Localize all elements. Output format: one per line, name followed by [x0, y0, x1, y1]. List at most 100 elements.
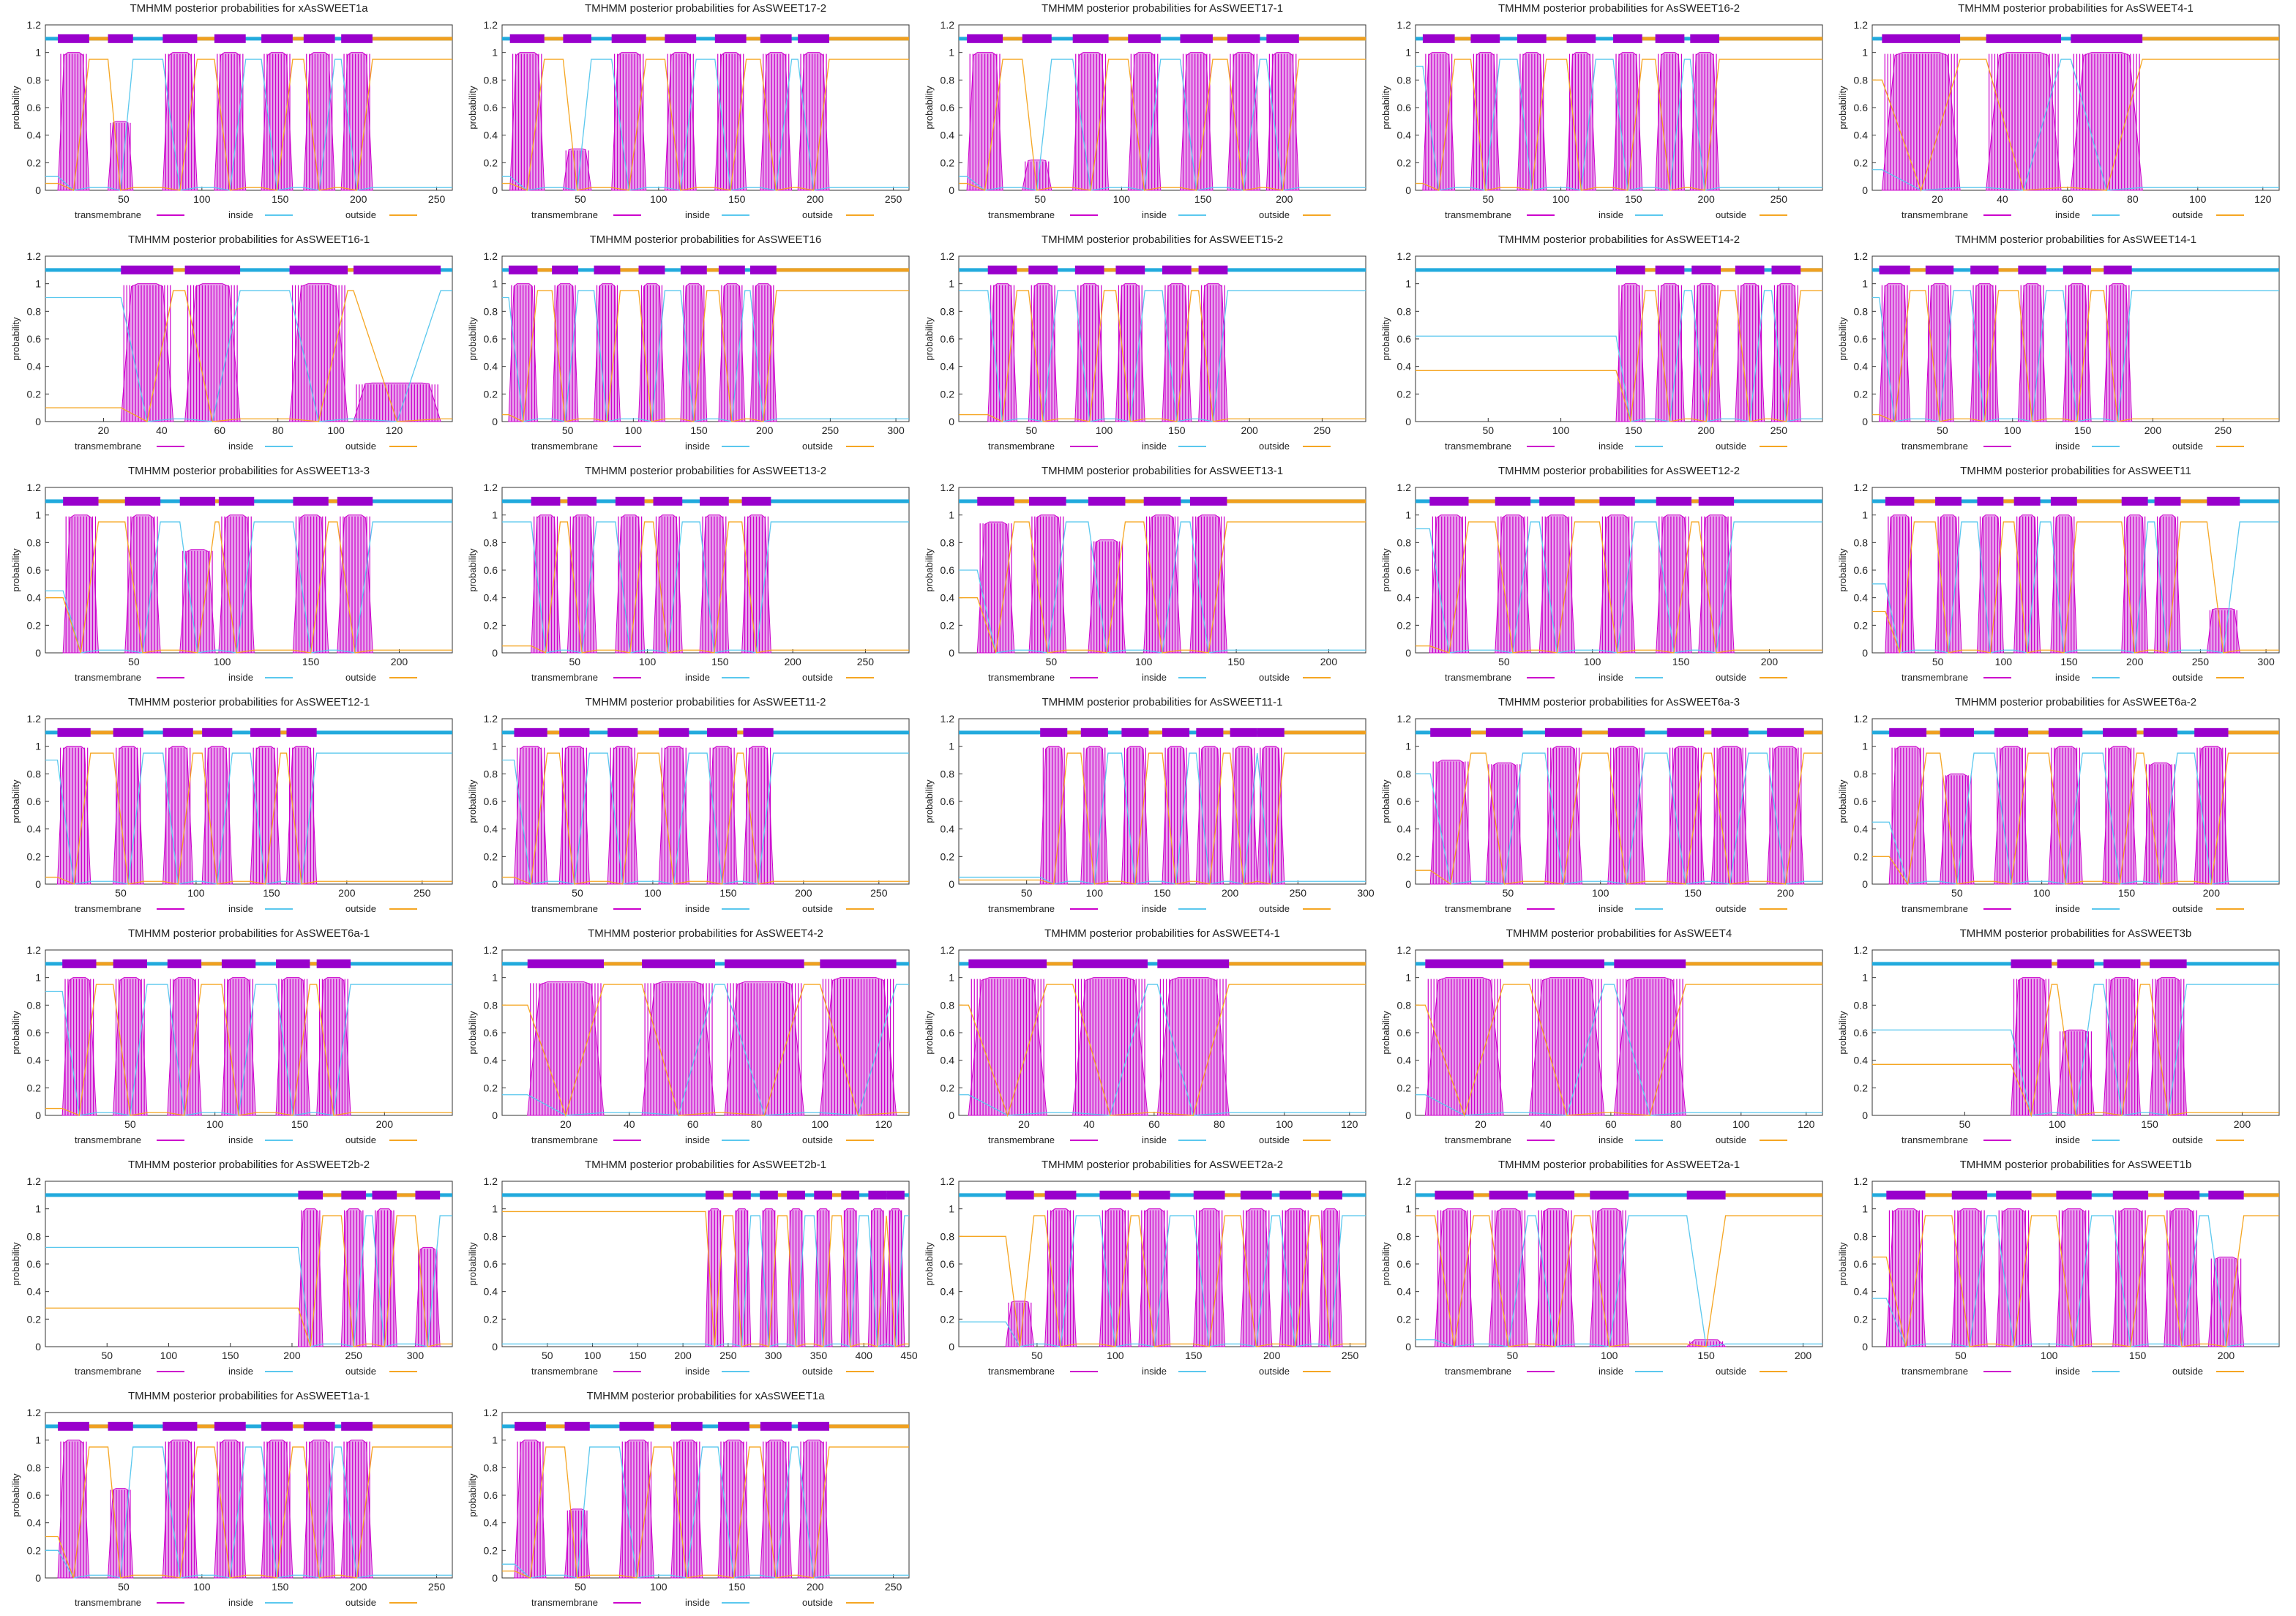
x-tick-label: 250: [1290, 887, 1307, 899]
legend-label-inside: inside: [685, 672, 710, 683]
transmembrane-segment: [340, 52, 373, 191]
tmhmm-panel: TMHMM posterior probabilities for AsSWEE…: [921, 463, 1375, 691]
x-tick-label: 100: [193, 1581, 211, 1593]
topology-tm-block: [1088, 496, 1126, 506]
y-tick-label: 0: [1862, 647, 1868, 659]
y-tick-label: 0.4: [941, 823, 955, 835]
legend-label-inside: inside: [2055, 209, 2080, 220]
y-tick-label: 0.8: [1397, 768, 1412, 779]
transmembrane-segment: [57, 52, 90, 191]
x-tick-label: 100: [1552, 193, 1570, 205]
x-tick-label: 400: [856, 1350, 873, 1361]
topology-tm-block: [2011, 959, 2052, 968]
transmembrane-segment: [1080, 746, 1109, 885]
topology-tm-block: [286, 727, 317, 737]
y-tick-label: 1.2: [484, 482, 498, 493]
y-axis-label: probability: [467, 317, 478, 361]
legend-label-outside: outside: [345, 672, 376, 683]
x-tick-label: 200: [338, 887, 356, 899]
y-tick-label: 1: [1862, 741, 1868, 752]
x-tick-label: 50: [1025, 424, 1037, 436]
legend-label-transmembrane: transmembrane: [1902, 903, 1968, 914]
tmhmm-panel: TMHMM posterior probabilities for AsSWEE…: [921, 925, 1375, 1153]
y-tick-label: 1: [949, 1203, 954, 1215]
tmhmm-plot: TMHMM posterior probabilities for AsSWEE…: [1837, 465, 2280, 683]
y-tick-label: 0.8: [1854, 1230, 1869, 1242]
topology-tm-block: [113, 959, 147, 968]
plot-title: TMHMM posterior probabilities for AsSWEE…: [128, 696, 370, 708]
legend-label-inside: inside: [2055, 441, 2080, 452]
topology-tm-block: [202, 727, 233, 737]
transmembrane-segment: [968, 977, 1047, 1116]
legend-label-inside: inside: [1142, 441, 1167, 452]
y-tick-label: 1.2: [1397, 19, 1412, 31]
tmhmm-panel: TMHMM posterior probabilities for AsSWEE…: [7, 925, 461, 1153]
y-tick-label: 1.2: [1854, 250, 1869, 262]
topology-tm-block: [1162, 265, 1192, 274]
topology-tm-block: [1072, 34, 1109, 43]
outside-curve: [1872, 984, 2279, 1118]
x-tick-label: 80: [272, 424, 284, 436]
legend-label-outside: outside: [1716, 1134, 1746, 1145]
legend-label-outside: outside: [1259, 1134, 1290, 1145]
outside-curve: [1872, 1215, 2279, 1347]
topology-tm-block: [1940, 727, 1974, 737]
y-tick-label: 1.2: [1854, 944, 1869, 956]
outside-curve: [502, 752, 909, 885]
y-tick-label: 0: [949, 1110, 954, 1121]
topology-tm-block: [1489, 1190, 1528, 1200]
transmembrane-segment: [1193, 1208, 1226, 1347]
x-tick-label: 50: [562, 424, 574, 436]
tmhmm-plot: TMHMM posterior probabilities for AsSWEE…: [467, 696, 910, 914]
transmembrane-segment: [1044, 1208, 1077, 1347]
topology-tm-block: [1544, 727, 1582, 737]
x-tick-label: 200: [807, 193, 824, 205]
legend-label-transmembrane: transmembrane: [1445, 903, 1511, 914]
x-tick-label: 50: [118, 193, 130, 205]
legend-label-outside: outside: [2172, 441, 2203, 452]
topology-tm-block: [1690, 34, 1720, 43]
y-axis-label: probability: [924, 779, 935, 823]
legend-label-transmembrane: transmembrane: [75, 903, 141, 914]
y-tick-label: 1.2: [1854, 19, 1869, 31]
transmembrane-segment: [1195, 746, 1224, 885]
transmembrane-segment: [551, 283, 579, 422]
tmhmm-panel: TMHMM posterior probabilities for AsSWEE…: [7, 463, 461, 691]
plot-title: TMHMM posterior probabilities for AsSWEE…: [128, 465, 370, 477]
tmhmm-plot: TMHMM posterior probabilities for AsSWEE…: [10, 927, 453, 1145]
topology-tm-block: [515, 1421, 546, 1431]
legend-label-transmembrane: transmembrane: [75, 1366, 141, 1377]
topology-tm-block: [1986, 34, 2061, 43]
inside-curve: [1872, 290, 2279, 422]
y-tick-label: 0.4: [1397, 1055, 1412, 1066]
y-tick-label: 0: [1862, 878, 1868, 890]
x-tick-label: 100: [1584, 656, 1601, 667]
topology-tm-block: [2103, 959, 2141, 968]
topology-tm-block: [167, 959, 202, 968]
topology-tm-block: [967, 34, 1003, 43]
x-tick-label: 100: [160, 1350, 178, 1361]
y-tick-label: 0.2: [484, 157, 498, 168]
x-tick-label: 50: [572, 887, 583, 899]
y-tick-label: 0.4: [1854, 823, 1869, 835]
topology-tm-block: [1667, 727, 1705, 737]
y-tick-label: 0.6: [941, 564, 955, 576]
x-tick-label: 150: [690, 424, 708, 436]
transmembrane-segment: [1535, 1208, 1575, 1347]
y-tick-label: 0.6: [1854, 102, 1869, 113]
x-tick-label: 200: [784, 656, 801, 667]
x-tick-label: 80: [1214, 1118, 1225, 1130]
x-tick-label: 80: [751, 1118, 763, 1130]
y-tick-label: 0.4: [1854, 1286, 1869, 1298]
outside-curve: [959, 752, 1366, 885]
transmembrane-segment: [664, 52, 697, 191]
inside-curve: [45, 752, 452, 885]
topology-tm-block: [341, 34, 373, 43]
y-tick-label: 1: [35, 972, 41, 984]
legend-label-outside: outside: [1259, 903, 1290, 914]
transmembrane-segment: [1422, 52, 1456, 191]
topology-tm-block: [221, 959, 256, 968]
tmhmm-panel: TMHMM posterior probabilities for AsSWEE…: [1834, 231, 2288, 460]
topology-tm-block: [619, 1421, 654, 1431]
tmhmm-plot: TMHMM posterior probabilities for AsSWEE…: [467, 2, 910, 220]
